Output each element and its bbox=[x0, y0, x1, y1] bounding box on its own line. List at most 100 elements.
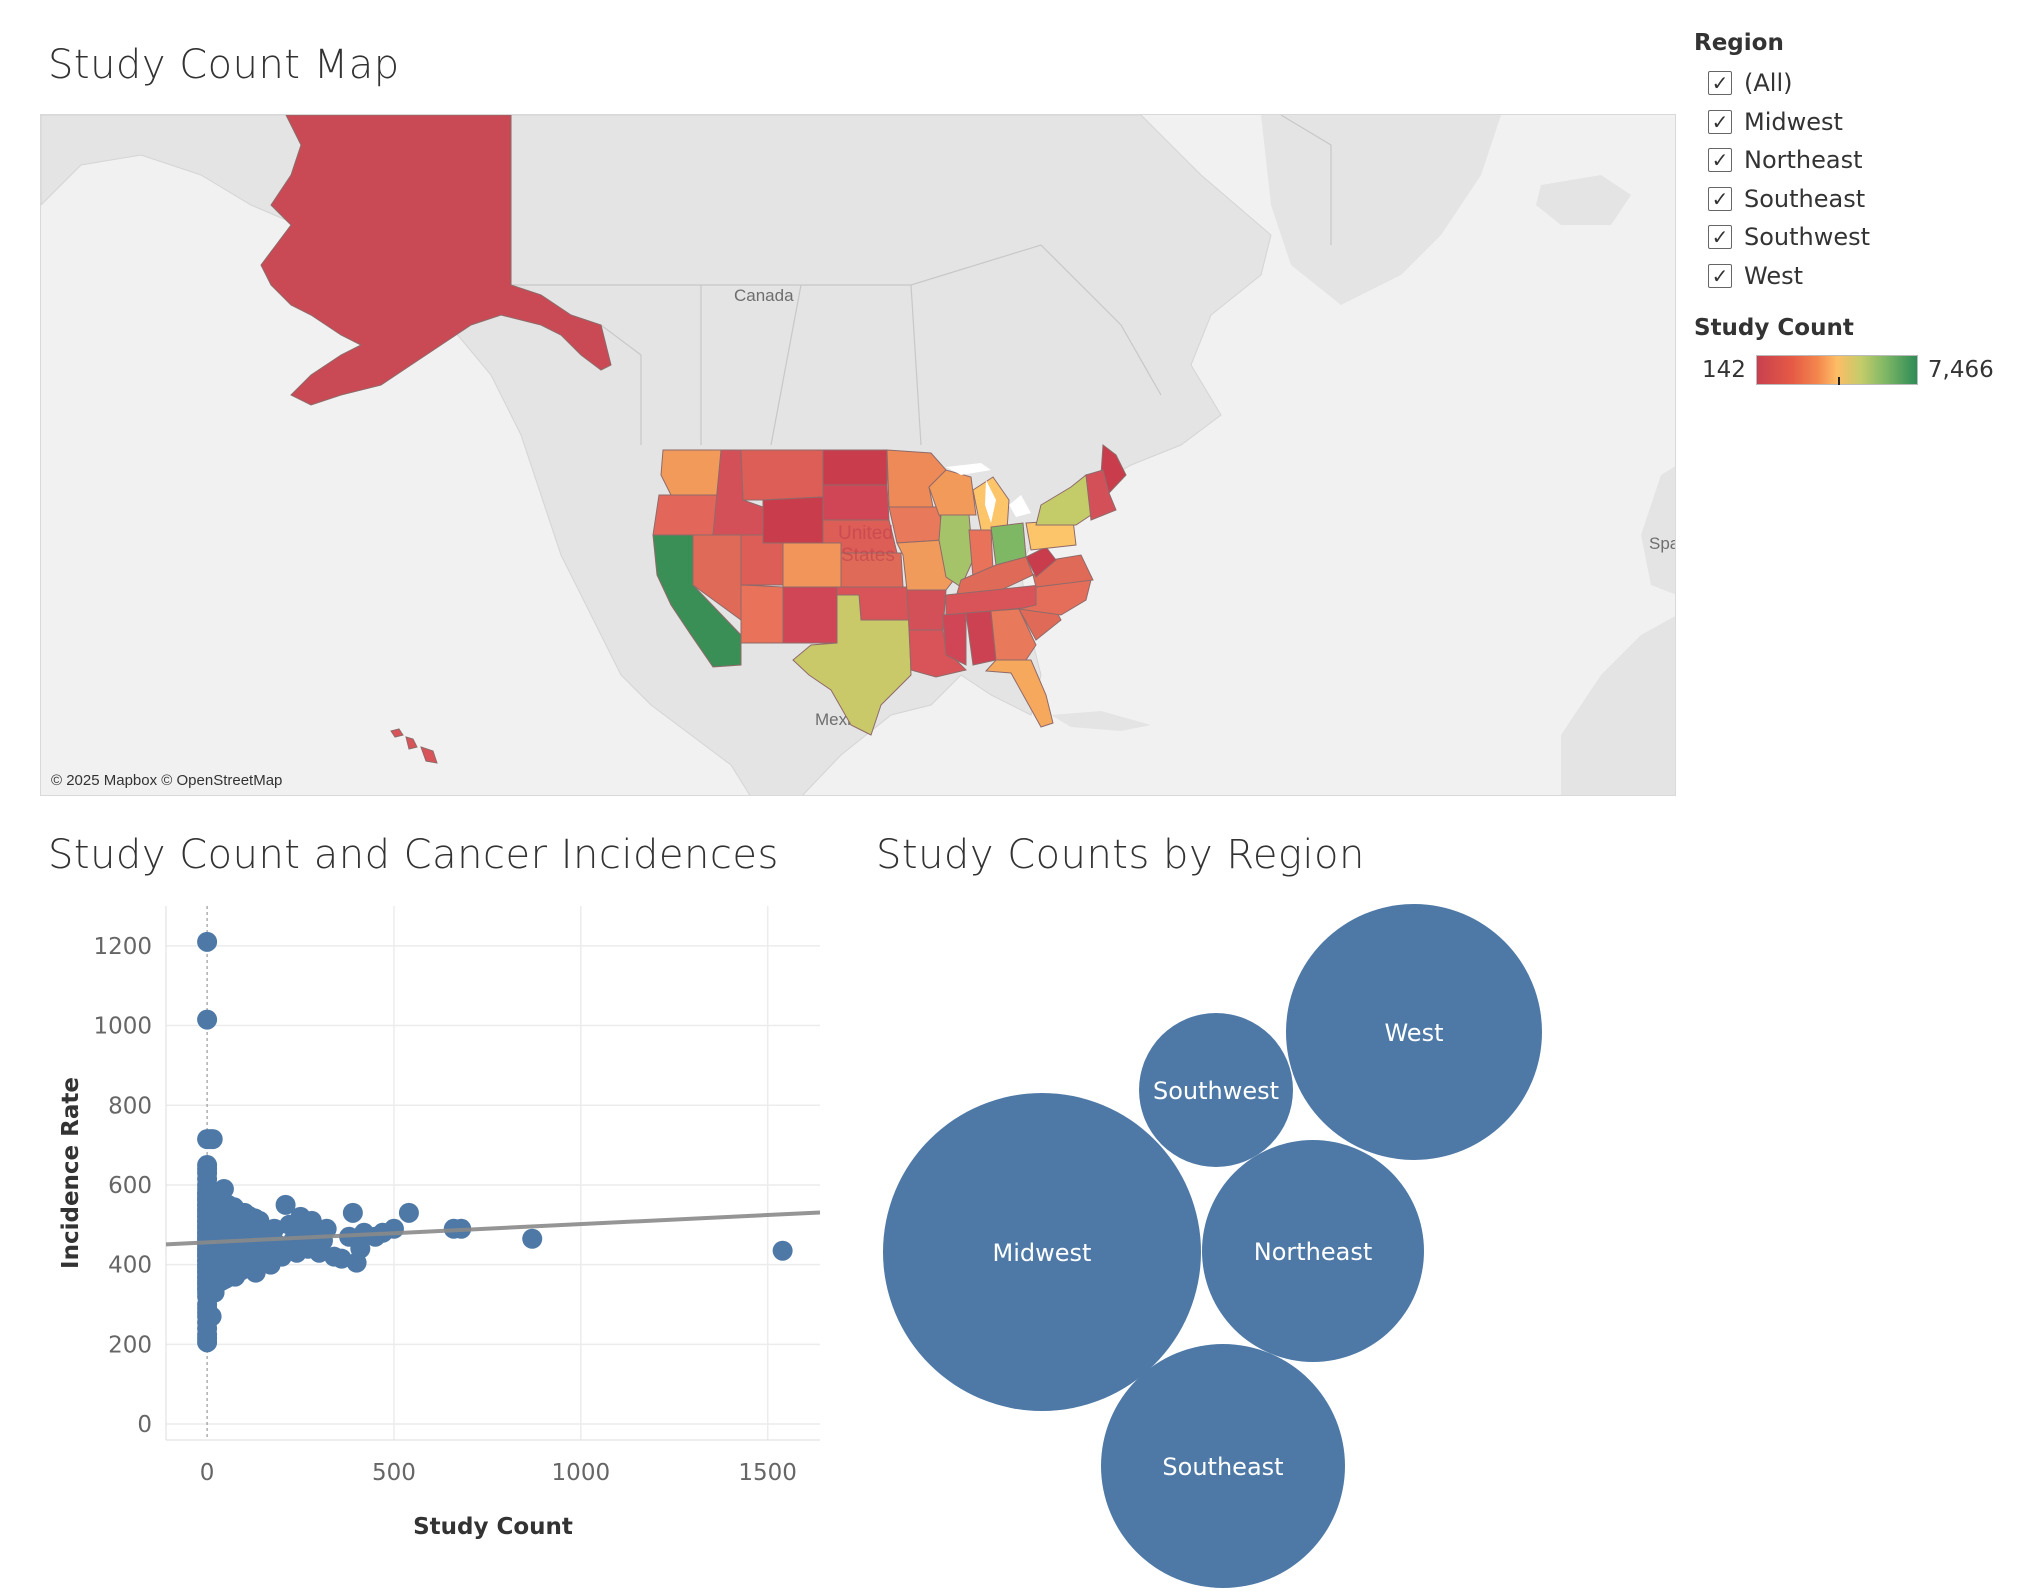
checkbox-southwest[interactable]: ✓ bbox=[1708, 225, 1732, 250]
filter-item-west[interactable]: ✓ West bbox=[1708, 257, 2014, 296]
state-new-england[interactable] bbox=[1085, 469, 1117, 521]
color-legend-min: 142 bbox=[1702, 357, 1746, 383]
scatter-point[interactable] bbox=[398, 1202, 419, 1223]
scatter-points[interactable] bbox=[197, 931, 793, 1353]
filter-item-southeast[interactable]: ✓ Southeast bbox=[1708, 180, 2014, 219]
state-alaska[interactable] bbox=[260, 115, 612, 406]
bubble-circle[interactable] bbox=[883, 1093, 1201, 1411]
bubble-northeast[interactable]: Northeast bbox=[1202, 1140, 1424, 1362]
map-canvas[interactable]: Canada Mexico Spa bbox=[41, 115, 1676, 796]
y-tick-label: 1000 bbox=[93, 1014, 152, 1040]
scatter-point[interactable] bbox=[271, 1246, 292, 1267]
canada-label: Canada bbox=[734, 286, 794, 305]
region-filter: ✓ (All) ✓ Midwest ✓ Northeast ✓ Southeas… bbox=[1694, 64, 2014, 295]
bubble-label: Southwest bbox=[1153, 1077, 1279, 1105]
y-tick-label: 200 bbox=[108, 1332, 152, 1358]
bubble-west[interactable]: West bbox=[1286, 904, 1542, 1160]
filter-item-midwest[interactable]: ✓ Midwest bbox=[1708, 103, 2014, 142]
state-wyoming[interactable] bbox=[762, 496, 824, 544]
bubble-midwest[interactable]: Midwest bbox=[883, 1093, 1201, 1411]
scatter-point[interactable] bbox=[201, 1306, 222, 1327]
bubble-circle[interactable] bbox=[1101, 1344, 1345, 1588]
bubble-label: West bbox=[1384, 1019, 1443, 1047]
scatter-point[interactable] bbox=[197, 1009, 218, 1030]
color-legend-max: 7,466 bbox=[1927, 357, 1994, 383]
bubble-circle[interactable] bbox=[1286, 904, 1542, 1160]
bubble-svg[interactable]: West Southwest Midwest Northeast Southeast bbox=[876, 892, 1636, 1592]
scatter-point[interactable] bbox=[264, 1218, 285, 1239]
scatter-point[interactable] bbox=[202, 1129, 223, 1150]
bubble-circle[interactable] bbox=[1139, 1013, 1293, 1167]
state-north-dakota[interactable] bbox=[822, 449, 888, 486]
us-label-line2: States bbox=[841, 545, 895, 566]
color-legend: 142 7,466 bbox=[1702, 355, 2014, 385]
us-label-line1: United bbox=[838, 523, 893, 544]
state-new-mexico[interactable] bbox=[782, 586, 838, 644]
scatter-point[interactable] bbox=[342, 1202, 363, 1223]
filter-item-southwest[interactable]: ✓ Southwest bbox=[1708, 218, 2014, 257]
color-ramp-tick bbox=[1837, 377, 1840, 385]
scatter-svg[interactable]: 0 200 400 600 800 1000 1200 0 500 1000 1500 Inciden… bbox=[40, 892, 860, 1582]
state-oregon[interactable] bbox=[652, 494, 722, 536]
scatter-point[interactable] bbox=[383, 1218, 404, 1239]
state-montana[interactable] bbox=[740, 449, 824, 501]
map-attribution: © 2025 Mapbox © OpenStreetMap bbox=[51, 772, 283, 789]
bubble-southeast[interactable]: Southeast bbox=[1101, 1344, 1345, 1588]
state-texas[interactable] bbox=[792, 594, 912, 736]
scatter-point[interactable] bbox=[772, 1240, 793, 1261]
bubble-circle[interactable] bbox=[1202, 1140, 1424, 1362]
state-south-dakota[interactable] bbox=[822, 484, 890, 521]
x-tick-label: 1000 bbox=[552, 1460, 611, 1486]
scatter-point[interactable] bbox=[316, 1218, 337, 1239]
state-louisiana[interactable] bbox=[908, 629, 967, 678]
state-arkansas[interactable] bbox=[906, 589, 947, 631]
study-count-map[interactable]: Canada Mexico Spa bbox=[40, 114, 1676, 796]
region-filter-title: Region bbox=[1694, 30, 1784, 56]
bubble-label: Midwest bbox=[993, 1239, 1092, 1267]
us-states[interactable] bbox=[260, 115, 1127, 764]
checkbox-southeast[interactable]: ✓ bbox=[1708, 186, 1732, 211]
scatter-point[interactable] bbox=[197, 931, 218, 952]
y-tick-label: 800 bbox=[108, 1093, 152, 1119]
state-washington[interactable] bbox=[660, 449, 722, 496]
scatter-point[interactable] bbox=[197, 1332, 218, 1353]
scatter-point[interactable] bbox=[522, 1228, 543, 1249]
state-iowa[interactable] bbox=[888, 506, 944, 544]
bubble-chart[interactable]: West Southwest Midwest Northeast Southeast bbox=[876, 892, 1636, 1592]
state-florida[interactable] bbox=[984, 659, 1054, 728]
state-arizona[interactable] bbox=[740, 584, 784, 644]
state-wisconsin[interactable] bbox=[928, 469, 977, 516]
checkbox-northeast[interactable]: ✓ bbox=[1708, 148, 1732, 173]
state-colorado[interactable] bbox=[782, 542, 842, 588]
filter-item-northeast[interactable]: ✓ Northeast bbox=[1708, 141, 2014, 180]
filter-label: (All) bbox=[1744, 69, 1793, 98]
great-lakes bbox=[946, 463, 1031, 523]
x-axis-label: Study Count bbox=[413, 1514, 573, 1540]
bubble-southwest[interactable]: Southwest bbox=[1139, 1013, 1293, 1167]
checkbox-west[interactable]: ✓ bbox=[1708, 263, 1732, 288]
bubble-label: Southeast bbox=[1162, 1453, 1283, 1481]
state-georgia[interactable] bbox=[990, 608, 1037, 661]
checkbox-midwest[interactable]: ✓ bbox=[1708, 109, 1732, 134]
state-utah[interactable] bbox=[740, 534, 784, 586]
scatter-title: Study Count and Cancer Incidences bbox=[48, 832, 779, 878]
scatter-point[interactable] bbox=[247, 1212, 268, 1233]
state-west-virginia[interactable] bbox=[1025, 546, 1057, 578]
filter-label: West bbox=[1744, 261, 1804, 290]
y-tick-label: 400 bbox=[108, 1253, 152, 1279]
filter-label: Southwest bbox=[1744, 223, 1871, 252]
scatter-point[interactable] bbox=[301, 1210, 322, 1231]
scatter-point[interactable] bbox=[350, 1238, 371, 1259]
state-mississippi[interactable] bbox=[942, 612, 967, 666]
spain-label: Spa bbox=[1649, 534, 1676, 553]
scatter-chart[interactable]: 0 200 400 600 800 1000 1200 0 500 1000 1500 Inciden… bbox=[40, 892, 860, 1582]
x-tick-label: 1500 bbox=[738, 1460, 797, 1486]
state-hawaii[interactable] bbox=[390, 728, 438, 764]
x-tick-label: 500 bbox=[372, 1460, 416, 1486]
scatter-point[interactable] bbox=[331, 1248, 352, 1269]
land-europe bbox=[1641, 466, 1675, 595]
scatter-point[interactable] bbox=[275, 1194, 296, 1215]
checkbox-all[interactable]: ✓ bbox=[1708, 71, 1732, 96]
land-africa bbox=[1561, 616, 1675, 795]
filter-item-all[interactable]: ✓ (All) bbox=[1708, 64, 2014, 103]
